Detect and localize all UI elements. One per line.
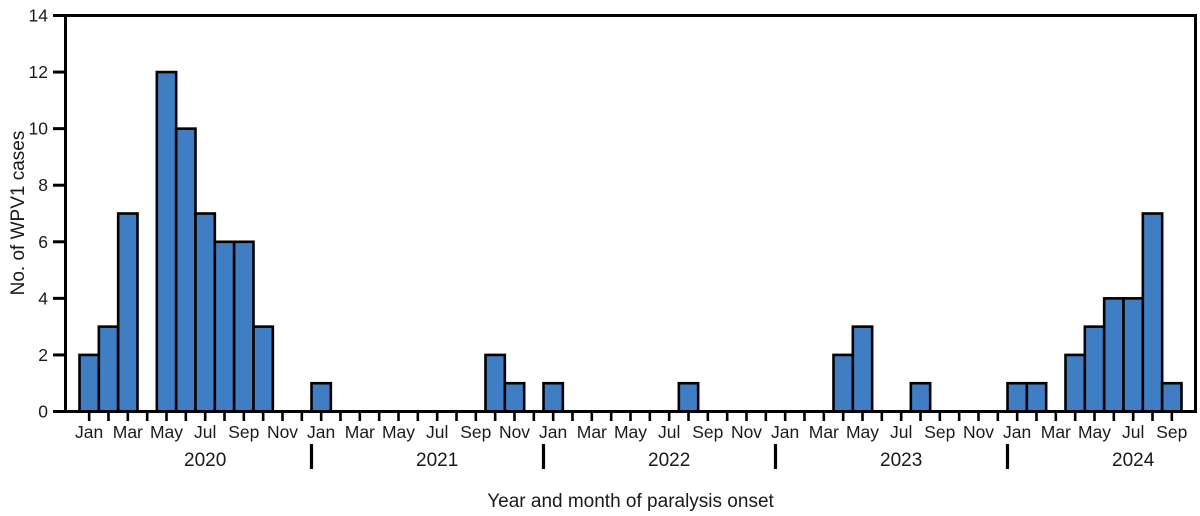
bar-2024-Jul: [1122, 297, 1145, 413]
y-tick-label: 6: [38, 232, 48, 252]
x-tick-label-month: Jan: [1003, 422, 1031, 442]
bar-2024-Apr: [1064, 353, 1087, 413]
bar-2020-Sep: [232, 240, 255, 413]
x-tick-label-month: Jan: [307, 422, 335, 442]
bar-2024-Aug: [1141, 212, 1164, 413]
bar-2024-Jun: [1102, 297, 1125, 413]
bar-2022-Jan: [542, 381, 565, 413]
x-tick-label-month: Jul: [1122, 422, 1144, 442]
bar-2020-Aug: [213, 240, 236, 413]
x-tick-label-month: Jan: [771, 422, 799, 442]
bar-2021-Jan: [310, 381, 333, 413]
bar-2024-Sep: [1160, 381, 1183, 413]
x-tick-label-month: Sep: [228, 422, 259, 442]
y-tick-label: 10: [29, 119, 49, 139]
x-tick-label-month: Jul: [194, 422, 216, 442]
x-tick-label-month: Nov: [267, 422, 298, 442]
year-label: 2023: [880, 450, 922, 471]
x-tick-label-month: Mar: [809, 422, 839, 442]
x-tick-label-month: May: [1078, 422, 1111, 442]
bar-2020-Oct: [252, 325, 275, 413]
y-tick-label: 14: [29, 6, 49, 26]
bar-2020-May: [155, 70, 178, 413]
x-tick-label-month: Jan: [75, 422, 103, 442]
x-tick-label-month: Nov: [963, 422, 994, 442]
x-axis-title: Year and month of paralysis onset: [487, 491, 774, 512]
x-tick-label-month: Mar: [577, 422, 607, 442]
bar-2024-Feb: [1025, 381, 1048, 413]
bar-2020-Feb: [97, 325, 120, 413]
x-tick-label-month: Jan: [539, 422, 567, 442]
y-tick-label: 2: [38, 345, 48, 365]
x-tick-label-month: Jul: [658, 422, 680, 442]
bar-2020-Jul: [194, 212, 217, 413]
x-tick-label-month: May: [150, 422, 183, 442]
bar-2023-Apr: [832, 353, 855, 413]
x-tick-label-month: Mar: [1041, 422, 1071, 442]
y-axis-title: No. of WPV1 cases: [8, 130, 29, 296]
bar-2023-May: [851, 325, 874, 413]
bar-2021-Nov: [503, 381, 526, 413]
bar-2020-Mar: [116, 212, 139, 413]
y-tick-label: 4: [38, 288, 48, 308]
bar-2022-Aug: [677, 381, 700, 413]
year-label: 2021: [416, 450, 458, 471]
bar-2024-Jan: [1006, 381, 1029, 413]
y-tick-label: 8: [38, 175, 48, 195]
x-tick-label-month: Sep: [1156, 422, 1187, 442]
x-tick-label-month: May: [846, 422, 879, 442]
x-tick-label-month: Jul: [890, 422, 912, 442]
year-label: 2020: [184, 450, 226, 471]
x-tick-label-month: May: [382, 422, 415, 442]
plot-frame: [64, 14, 1197, 413]
y-tick-label: 12: [29, 62, 48, 82]
bar-2020-Jan: [78, 353, 101, 413]
x-tick-label-month: May: [614, 422, 647, 442]
x-tick-label-month: Nov: [731, 422, 762, 442]
y-tick-label: 0: [38, 402, 48, 422]
bar-2023-Aug: [909, 381, 932, 413]
x-tick-label-month: Sep: [924, 422, 955, 442]
x-tick-label-month: Sep: [460, 422, 491, 442]
x-tick-label-month: Sep: [692, 422, 723, 442]
year-label: 2022: [648, 450, 690, 471]
bar-2020-Jun: [174, 127, 197, 413]
x-tick-label-month: Mar: [345, 422, 375, 442]
bar-2021-Oct: [484, 353, 507, 413]
x-tick-label-month: Mar: [113, 422, 143, 442]
year-label: 2024: [1112, 450, 1155, 471]
x-tick-label-month: Nov: [499, 422, 530, 442]
bar-2024-May: [1083, 325, 1106, 413]
x-tick-label-month: Jul: [426, 422, 448, 442]
